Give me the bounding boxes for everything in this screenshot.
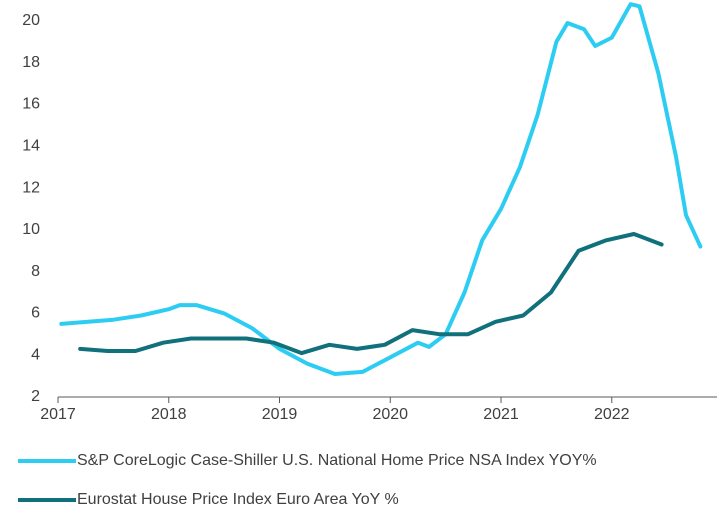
y-tick-label: 2 [31,388,40,405]
y-tick-label: 14 [22,137,40,154]
y-tick-label: 10 [22,221,40,238]
legend-label: Eurostat House Price Index Euro Area YoY… [77,491,399,508]
y-tick-label: 18 [22,54,40,71]
y-tick-label: 12 [22,179,40,196]
x-tick-label: 2022 [594,406,630,423]
y-tick-label: 20 [22,12,40,29]
x-tick-label: 2021 [483,406,519,423]
y-tick-label: 6 [31,305,40,322]
y-tick-label: 16 [22,96,40,113]
x-tick-label: 2017 [40,406,76,423]
line [78,232,664,356]
legend-label: S&P CoreLogic Case-Shiller U.S. National… [77,452,597,469]
x-tick-label: 2018 [151,406,187,423]
x-tick-label: 2020 [372,406,408,423]
y-tick-label: 4 [31,346,40,363]
line [59,2,703,376]
x-tick-label: 2019 [262,406,298,423]
y-tick-label: 8 [31,263,40,280]
